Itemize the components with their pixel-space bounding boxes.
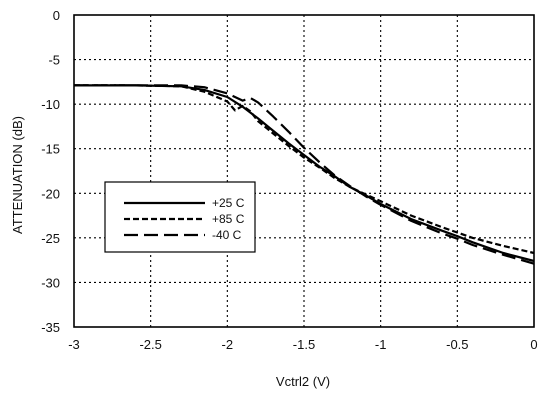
y-tick-label: -30	[41, 275, 60, 290]
legend: +25 C +85 C -40 C	[104, 181, 256, 253]
legend-box	[104, 181, 256, 253]
y-tick-label: -20	[41, 186, 60, 201]
legend-label-1: +25 C	[212, 196, 245, 210]
x-tick-label: -1.5	[293, 337, 315, 352]
series-line-3	[74, 84, 535, 265]
y-tick-label: 0	[53, 8, 60, 23]
series-group	[74, 84, 535, 265]
x-tick-label: -2.5	[139, 337, 161, 352]
y-tick-label: -10	[41, 97, 60, 112]
grid	[74, 15, 534, 327]
x-axis-label: Vctrl2 (V)	[276, 374, 330, 389]
legend-items: +25 C +85 C -40 C	[124, 196, 245, 242]
y-tick-label: -15	[41, 142, 60, 157]
series-line-2	[74, 84, 535, 255]
legend-label-3: -40 C	[212, 228, 242, 242]
y-tick-label: -35	[41, 320, 60, 335]
y-tick-label: -5	[48, 53, 60, 68]
x-tick-label: -1	[375, 337, 387, 352]
x-tick-label: 0	[530, 337, 537, 352]
y-axis-label: ATTENUATION (dB)	[10, 116, 25, 234]
y-tick-label: -25	[41, 231, 60, 246]
x-tick-label: -2	[222, 337, 234, 352]
plot-frame	[73, 14, 535, 328]
x-tick-label: -3	[68, 337, 80, 352]
x-tick-label: -0.5	[446, 337, 468, 352]
legend-label-2: +85 C	[212, 212, 245, 226]
tick-labels: -3 -2.5 -2 -1.5 -1 -0.5 0 0 -5 -10 -15 -20 -25 -30 -35	[41, 8, 537, 352]
